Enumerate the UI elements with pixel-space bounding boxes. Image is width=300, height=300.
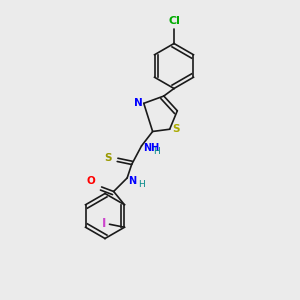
Text: I: I — [102, 217, 106, 230]
Text: N: N — [128, 176, 136, 186]
Text: H: H — [138, 180, 145, 189]
Text: S: S — [172, 124, 180, 134]
Text: Cl: Cl — [168, 16, 180, 26]
Text: H: H — [153, 147, 159, 156]
Text: O: O — [87, 176, 96, 186]
Text: S: S — [105, 154, 112, 164]
Text: N: N — [134, 98, 142, 108]
Text: NH: NH — [143, 143, 159, 153]
